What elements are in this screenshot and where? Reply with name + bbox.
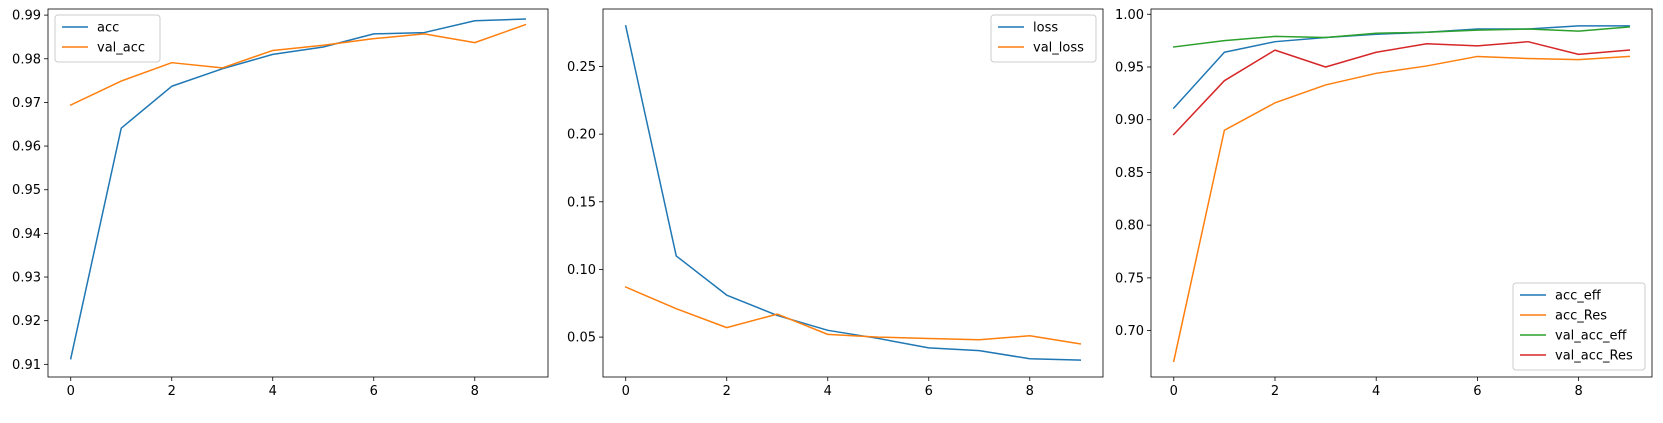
y-tick-label: 0.80 xyxy=(1115,219,1144,234)
y-tick-label: 0.95 xyxy=(12,183,41,198)
y-tick-label: 0.85 xyxy=(1115,166,1144,181)
legend-label: acc_eff xyxy=(1555,289,1602,304)
axes-frame xyxy=(602,8,1104,378)
x-tick-label: 6 xyxy=(1473,384,1481,399)
x-tick-label: 2 xyxy=(168,384,176,399)
y-tick-label: 0.15 xyxy=(567,195,596,210)
legend-label: acc xyxy=(97,21,119,36)
legend-label: val_acc_Res xyxy=(1555,349,1633,364)
series-line-loss xyxy=(624,25,1082,361)
legend: acc val_acc xyxy=(54,14,161,63)
series-line-acc_Res xyxy=(1172,55,1631,363)
y-tick-label: 0.98 xyxy=(12,52,41,67)
x-tick-label: 0 xyxy=(1170,384,1178,399)
accuracy-chart: 0 2 4 6 8 0.91 0.92 0.93 0.94 0.95 0.96 0.97 0.98 0.9… xyxy=(12,8,549,399)
y-tick-label: 0.25 xyxy=(567,60,596,75)
y-tick-label: 0.75 xyxy=(1115,271,1144,286)
x-tick-label: 8 xyxy=(1026,384,1034,399)
x-tick-label: 6 xyxy=(925,384,933,399)
y-tick-label: 0.97 xyxy=(12,96,41,111)
x-tick-label: 0 xyxy=(622,384,630,399)
y-tick-label: 0.10 xyxy=(567,263,596,278)
legend-label: acc_Res xyxy=(1555,309,1607,324)
legend-label: val_acc xyxy=(97,41,145,56)
x-tick-label: 4 xyxy=(824,384,832,399)
model-comparison-chart: 0 2 4 6 8 0.70 0.75 0.80 0.85 0.90 0.95 1.00 acc_eff… xyxy=(1115,8,1653,399)
legend: loss val_loss xyxy=(990,14,1097,63)
x-tick-label: 6 xyxy=(370,384,378,399)
x-tick-label: 8 xyxy=(1574,384,1582,399)
y-tick-label: 0.05 xyxy=(567,331,596,346)
legend-label: val_loss xyxy=(1033,41,1084,56)
y-tick-label: 0.96 xyxy=(12,140,41,155)
x-tick-label: 2 xyxy=(723,384,731,399)
y-tick-label: 0.93 xyxy=(12,271,41,286)
y-tick-label: 0.99 xyxy=(12,9,41,24)
y-tick-label: 0.90 xyxy=(1115,113,1144,128)
y-tick-label: 1.00 xyxy=(1115,8,1144,23)
x-tick-label: 2 xyxy=(1271,384,1279,399)
legend-box xyxy=(1512,282,1646,371)
x-tick-label: 4 xyxy=(1372,384,1380,399)
series-line-val_acc_Res xyxy=(1172,40,1631,136)
y-tick-label: 0.94 xyxy=(12,227,41,242)
y-tick-label: 0.91 xyxy=(12,358,41,373)
legend: acc_eff acc_Res val_acc_eff val_acc_Res xyxy=(1512,282,1646,371)
series-line-val_acc xyxy=(69,23,527,107)
x-tick-label: 0 xyxy=(67,384,75,399)
y-tick-label: 0.70 xyxy=(1115,324,1144,339)
loss-chart: 0 2 4 6 8 0.05 0.10 0.15 0.20 0.25 loss val_loss xyxy=(567,8,1104,399)
x-tick-label: 4 xyxy=(269,384,277,399)
series-line-val_loss xyxy=(624,286,1082,345)
y-tick-label: 0.95 xyxy=(1115,60,1144,75)
legend-label: loss xyxy=(1033,21,1058,36)
legend-label: val_acc_eff xyxy=(1555,329,1628,344)
x-tick-label: 8 xyxy=(471,384,479,399)
y-tick-label: 0.92 xyxy=(12,314,41,329)
series-line-val_acc_eff xyxy=(1172,26,1631,48)
series-line-acc xyxy=(69,18,527,360)
y-tick-label: 0.20 xyxy=(567,128,596,143)
axes-frame xyxy=(1150,8,1653,378)
axes-frame xyxy=(47,8,549,378)
